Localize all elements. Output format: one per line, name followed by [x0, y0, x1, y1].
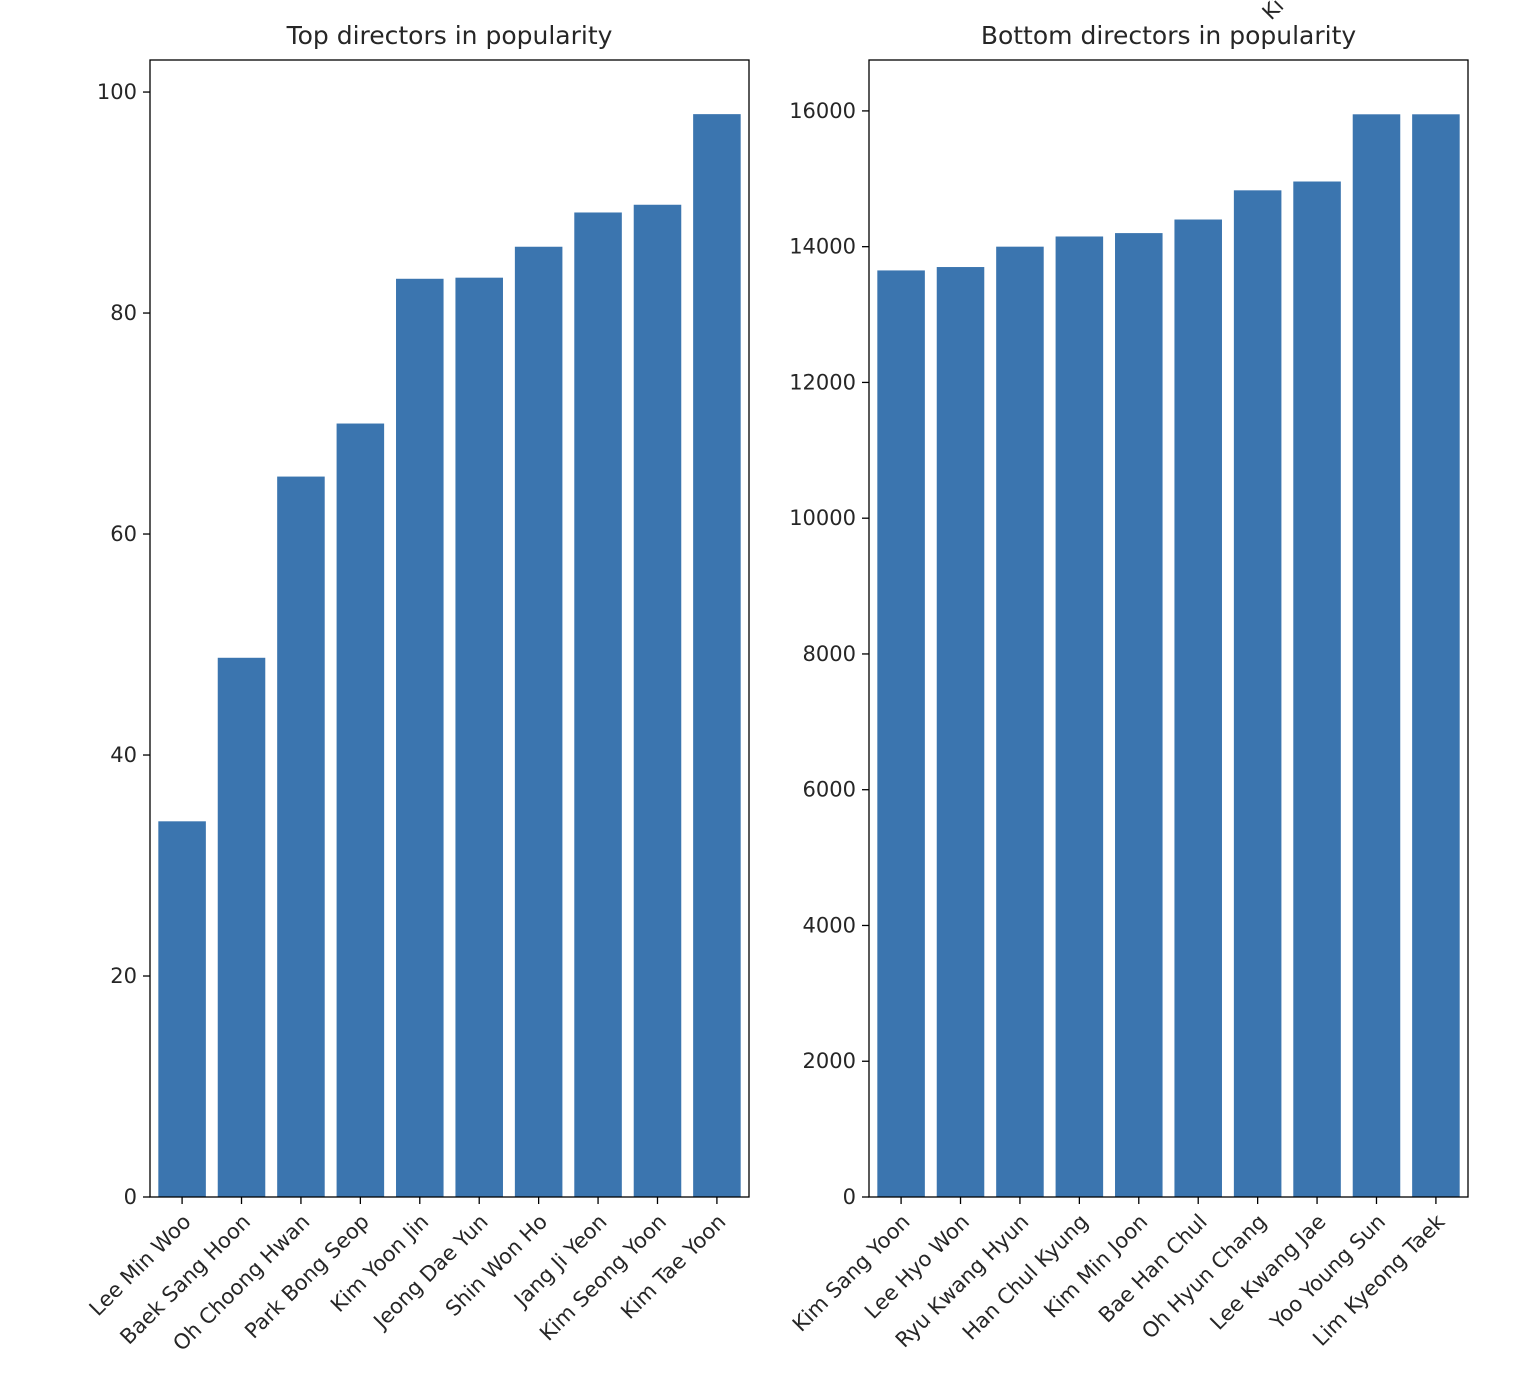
y-tick-label: 2000: [803, 1049, 856, 1073]
y-tick-label: 40: [110, 743, 137, 767]
y-tick-label: 100: [97, 80, 137, 104]
bar-0-5: [455, 277, 503, 1197]
bar-1-3: [1055, 236, 1104, 1198]
bar-1-7: [1293, 181, 1341, 1197]
y-tick-label: 14000: [789, 235, 856, 259]
bar-1-1: [936, 267, 985, 1197]
y-tick-label: 12000: [789, 370, 856, 394]
bar-0-0: [158, 821, 206, 1197]
x-tick-label: Shin Won Ho: [441, 1210, 552, 1321]
bar-1-9: [1412, 114, 1460, 1197]
bar-0-8: [633, 204, 682, 1197]
bar-0-4: [396, 278, 444, 1197]
axes-frame: [149, 59, 750, 1198]
bar-0-2: [277, 476, 325, 1197]
chart-title: Bottom directors in popularity: [981, 21, 1357, 50]
bar-0-9: [693, 114, 741, 1197]
y-tick-label: 6000: [803, 778, 856, 802]
y-tick-label: 0: [843, 1185, 856, 1209]
x-tick-label: Kim Tae Yoon: [616, 1210, 730, 1324]
y-tick-label: 10000: [789, 506, 856, 530]
bar-1-8: [1352, 114, 1401, 1197]
x-tick-label: Kim Min Joon: [1039, 1210, 1152, 1323]
bar-1-6: [1233, 190, 1282, 1197]
bar-0-1: [217, 657, 266, 1197]
bar-0-7: [574, 212, 622, 1198]
axes-frame: [868, 59, 1469, 1198]
bar-0-6: [514, 246, 563, 1198]
y-tick-label: 60: [110, 522, 137, 546]
bar-1-0: [877, 270, 925, 1197]
bar-1-2: [996, 246, 1044, 1198]
y-tick-label: 0: [124, 1185, 137, 1209]
bar-1-4: [1115, 233, 1163, 1198]
bar-0-3: [336, 423, 385, 1197]
x-tick-label: Lee Min Woo: [85, 1210, 196, 1321]
chart-panel-bottom-directors: 0 2000 4000 6000 8000 10000 12000 14000 16000 Kim…: [788, 21, 1469, 1352]
y-tick-label: 4000: [803, 913, 856, 937]
y-tick-label: 16000: [789, 99, 856, 123]
y-tick-label: 8000: [803, 642, 856, 666]
y-tick-label: 20: [110, 964, 137, 988]
y-tick-label: 80: [110, 301, 137, 325]
chart-title: Top directors in popularity: [286, 21, 613, 50]
x-tick-label: Lee Hyo Won: [860, 1210, 974, 1324]
bar-1-5: [1174, 219, 1222, 1197]
